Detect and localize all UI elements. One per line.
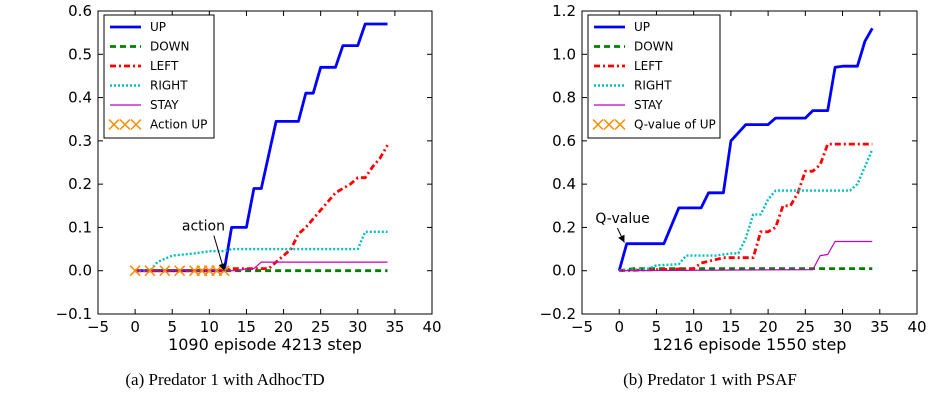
series-stay-line [619,240,873,272]
series-up-line [617,27,874,272]
annotation-text: Q-value [595,211,649,227]
caption-a: (a) Predator 1 with AdhocTD [125,370,325,389]
series-right-line [135,230,388,272]
series-action-up-marker [174,265,186,277]
legend-label-action-up: Action UP [150,118,207,132]
series-left-line [135,144,389,273]
x-axis-label: 1216 episode 1550 step [653,335,847,354]
chart-a: −5 0 5 10 15 20 25 30 35 40 −0.1 0.0 0.1 0.2 0.3 0.4 0.5… [56,2,442,354]
y-tick-label: −0.2 [540,305,576,323]
y-tick-label: 0.8 [552,89,576,107]
x-axis-label: 1090 episode 4213 step [168,335,362,354]
y-tick-label: 0.2 [552,218,576,236]
y-tick-label: 0.0 [68,262,92,280]
plot-frame [97,10,433,315]
legend-label-down: DOWN [150,40,190,54]
y-tick-label: 0.0 [552,262,576,280]
legend-marker-action-up [119,118,131,131]
y-tick-label: −0.1 [56,305,92,323]
series-action-up-marker [159,265,171,277]
x-tick-label: 15 [237,318,256,336]
y-tick-label: 0.5 [68,45,92,63]
x-tick-label: −5 [571,318,593,336]
legend-label-stay: STAY [634,98,663,112]
x-tick-label: −5 [87,318,109,336]
y-tick-label: 0.3 [68,132,92,150]
legend-box [103,14,215,139]
legend-label-up: UP [150,20,166,34]
x-tick-label: 40 [907,318,926,336]
x-tick-label: 30 [348,318,367,336]
y-tick-label: 1.0 [552,45,576,63]
y-tick-label: 0.1 [68,218,92,236]
series-stay-line [135,261,388,272]
legend-label-left: LEFT [634,59,663,73]
legend-marker-q-value-of-up [592,118,604,131]
y-tick-label: 0.6 [68,2,92,20]
legend-label-q-value-of-up: Q-value of UP [634,118,716,132]
legend-box [587,14,721,139]
x-tick-label: 20 [759,318,778,336]
legend-label-down: DOWN [634,40,674,54]
plot-frame [581,10,918,315]
x-tick-label: 5 [167,318,177,336]
y-tick-label: 0.4 [552,175,576,193]
legend-label-right: RIGHT [150,79,188,93]
chart-b: −5 0 5 10 15 20 25 30 35 40 −0.2 0.0 0.2 0.4 0.6 0.8 1.0… [540,2,927,354]
plot-area-a [129,22,389,277]
x-tick-label: 15 [721,318,740,336]
legend: UP DOWN LEFT RIGHT STAY Action UP [103,14,215,139]
legend-marker-q-value-of-up [603,118,615,131]
x-tick-label: 30 [833,318,852,336]
y-tick-label: 0.6 [552,132,576,150]
x-tick-label: 0 [614,318,624,336]
series-action-up-marker [129,265,141,277]
y-tick-label: 0.4 [68,89,92,107]
legend-label-stay: STAY [150,98,179,112]
x-tick-label: 35 [385,318,404,336]
x-tick-label: 0 [130,318,140,336]
legend-marker-action-up [130,118,142,131]
series-right-line [619,149,874,272]
annotation-arrowhead [218,263,226,271]
series-up-line [135,22,388,273]
series-action-up-marker [144,265,156,277]
x-tick-label: 10 [200,318,219,336]
caption-b: (b) Predator 1 with PSAF [623,370,797,389]
x-tick-label: 35 [870,318,889,336]
legend-marker-q-value-of-up [614,118,626,131]
legend-label-left: LEFT [150,59,179,73]
series-left-line [619,142,873,273]
x-tick-label: 10 [684,318,703,336]
legend-label-right: RIGHT [634,79,672,93]
x-tick-label: 25 [796,318,815,336]
x-tick-label: 40 [422,318,441,336]
y-tick-label: 1.2 [552,2,576,20]
y-tick-label: 0.2 [68,175,92,193]
legend: UP DOWN LEFT RIGHT STAY Q-value of UP [587,14,721,139]
legend-label-up: UP [634,20,650,34]
annotation-arrowhead [618,234,625,243]
legend-marker-action-up [108,118,120,131]
annotation-text: action [182,218,225,234]
plot-area-b [617,27,874,273]
x-tick-label: 5 [652,318,662,336]
x-tick-label: 25 [311,318,330,336]
x-tick-label: 20 [274,318,293,336]
